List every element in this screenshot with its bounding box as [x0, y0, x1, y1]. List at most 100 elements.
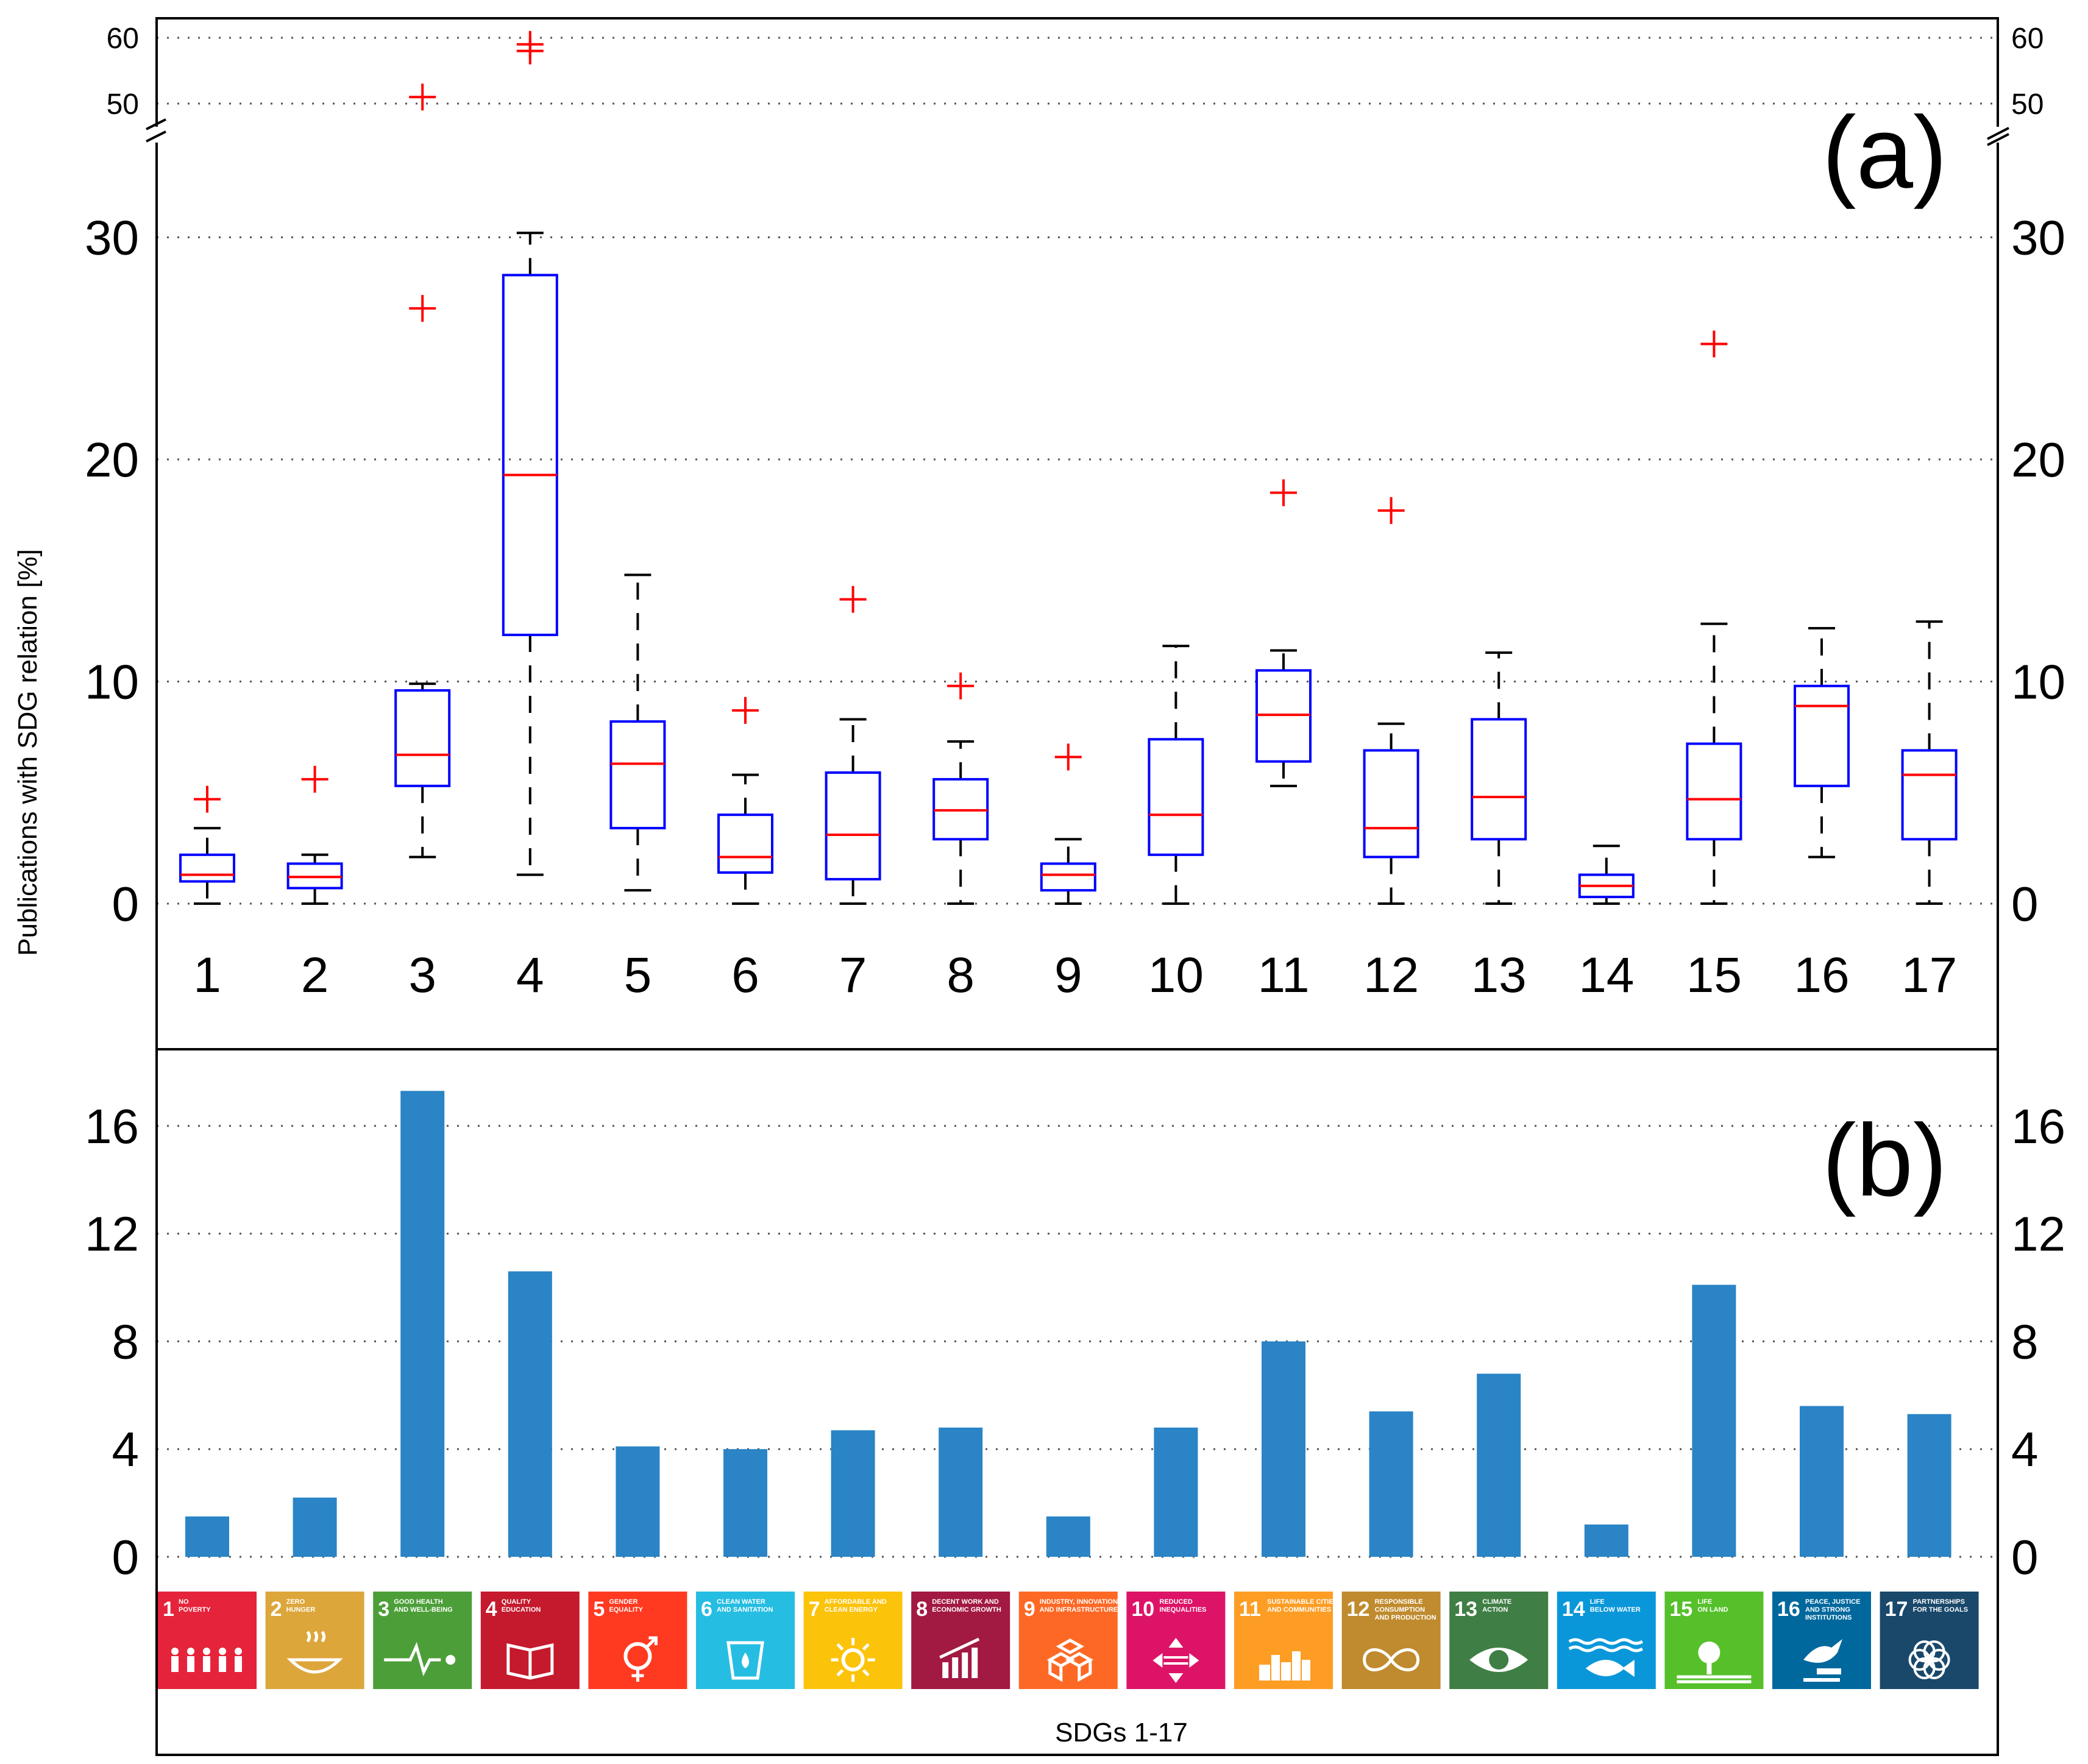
category-label-12: 12	[1363, 948, 1419, 1003]
sdg-title-line: RESPONSIBLE	[1375, 1598, 1423, 1606]
y-tick-right-10: 10	[2011, 655, 2065, 709]
bowl-icon	[286, 1631, 343, 1674]
panel-b-label: (b)	[1822, 1103, 1947, 1217]
sdg-number: 10	[1131, 1598, 1154, 1621]
y-tick-right-0: 0	[2011, 877, 2039, 931]
boxplot-sdg-2	[286, 765, 343, 905]
category-label-9: 9	[1054, 948, 1082, 1003]
y-tick-right-30: 30	[2011, 211, 2065, 265]
y-tick-right-20: 20	[2011, 433, 2065, 487]
tree-icon	[1677, 1642, 1752, 1684]
category-label-2: 2	[301, 948, 329, 1003]
category-label-15: 15	[1686, 948, 1742, 1003]
sdg-title-line: CLEAN WATER	[717, 1598, 765, 1606]
y-tick-left-30: 30	[85, 211, 139, 265]
bar-sdg-4	[508, 1271, 552, 1557]
outlier-marker	[732, 696, 759, 724]
family-icon	[171, 1648, 242, 1672]
boxplot-sdg-5	[609, 573, 666, 892]
arrows-icon	[1152, 1638, 1199, 1683]
sdg-number: 9	[1024, 1598, 1035, 1621]
outlier-marker	[409, 83, 436, 111]
box-iqr	[825, 771, 881, 880]
box-iqr	[502, 274, 558, 636]
growth-chart-icon	[939, 1637, 980, 1678]
box-iqr	[394, 689, 451, 787]
boxplot-sdg-10	[1148, 645, 1204, 905]
outlier-marker	[1377, 497, 1405, 524]
sdg-tile-background	[911, 1592, 1010, 1689]
bar-sdg-10	[1154, 1427, 1198, 1557]
sdg-number: 14	[1562, 1598, 1585, 1621]
bar-sdg-5	[616, 1446, 660, 1557]
sdg-title-line: PARTNERSHIPS	[1913, 1598, 1965, 1606]
bar-sdg-14	[1584, 1524, 1628, 1557]
boxplot-sdg-1	[179, 785, 235, 905]
sdg-title-line: GOOD HEALTH	[394, 1598, 443, 1606]
sdg-title-line: HUNGER	[286, 1606, 316, 1613]
y-tick-b-right-16: 16	[2011, 1099, 2065, 1153]
panel-b-ticks: 0 0 4 4 8 8 12 12 16 16	[85, 1099, 2065, 1584]
heartbeat-icon	[384, 1642, 456, 1676]
sdg-title-line: SUSTAINABLE CITIES	[1267, 1598, 1338, 1606]
bar-sdg-15	[1692, 1284, 1736, 1557]
bar-sdg-12	[1369, 1411, 1413, 1557]
sdg-title-line: AND STRONG	[1805, 1606, 1850, 1613]
sdg-title-line: ON LAND	[1697, 1606, 1728, 1613]
sdg-tile-background	[1880, 1592, 1979, 1689]
box-iqr	[1794, 684, 1850, 787]
sdg-title-line: AND COMMUNITIES	[1267, 1606, 1331, 1613]
sdg-title-line: LIFE	[1590, 1598, 1605, 1606]
y-tick-b-left-8: 8	[112, 1314, 140, 1369]
category-label-13: 13	[1471, 948, 1527, 1003]
y-tick-b-right-0: 0	[2011, 1530, 2039, 1584]
box-iqr	[1148, 738, 1204, 856]
sdg-number: 17	[1885, 1598, 1908, 1621]
panel-a-boxplots	[179, 30, 1958, 905]
y-axis-label: Publications with SDG relation [%]	[13, 549, 43, 956]
sdg-title-line: BELOW WATER	[1590, 1606, 1641, 1613]
box-iqr	[1040, 862, 1096, 892]
boxplot-sdg-4	[502, 30, 558, 876]
sdg-number: 6	[701, 1598, 712, 1621]
y-tick-b-left-4: 4	[112, 1422, 140, 1476]
y-tick-left-0: 0	[112, 877, 140, 931]
sdg-title-line: EDUCATION	[502, 1606, 541, 1613]
bar-sdg-8	[939, 1427, 983, 1557]
y-tick-b-right-12: 12	[2011, 1207, 2065, 1261]
category-label-1: 1	[193, 948, 221, 1003]
sdg-title-line: INSTITUTIONS	[1805, 1614, 1852, 1621]
sdg-title-line: PEACE, JUSTICE	[1805, 1598, 1860, 1606]
sdg-title-line: INEQUALITIES	[1159, 1606, 1206, 1613]
box-iqr	[1686, 742, 1742, 841]
x-axis-label: SDGs 1-17	[1055, 1718, 1188, 1748]
outlier-marker	[1270, 479, 1297, 506]
outlier-marker	[516, 30, 544, 58]
outlier-marker	[194, 785, 221, 813]
sdg-title-line: DECENT WORK AND	[932, 1598, 999, 1606]
book-icon	[506, 1643, 554, 1680]
boxplot-sdg-14	[1578, 845, 1635, 905]
y-tick-left-20: 20	[85, 433, 139, 487]
outlier-marker	[839, 586, 867, 613]
box-iqr	[609, 720, 666, 830]
water-drop-icon	[726, 1641, 764, 1680]
category-label-14: 14	[1578, 948, 1634, 1003]
sdg-title-line: CLIMATE	[1482, 1598, 1511, 1606]
box-iqr	[1901, 749, 1958, 841]
sdg-number: 8	[916, 1598, 928, 1621]
y-tick-left-10: 10	[85, 655, 139, 709]
category-label-7: 7	[839, 948, 867, 1003]
y-tick-left-60: 60	[107, 23, 139, 55]
sdg-title-line: ACTION	[1482, 1606, 1508, 1613]
bar-sdg-6	[723, 1449, 767, 1557]
gender-icon	[623, 1636, 658, 1682]
